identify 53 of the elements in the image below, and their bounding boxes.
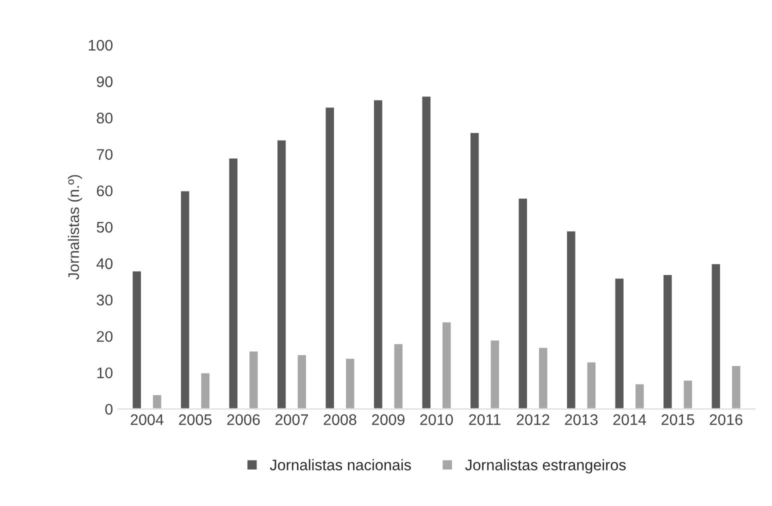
bar xyxy=(662,274,674,409)
bar xyxy=(566,230,577,409)
x-tick-label: 2005 xyxy=(178,414,212,426)
bar xyxy=(634,382,646,409)
y-tick-label: 0 xyxy=(105,404,113,415)
bar xyxy=(469,132,480,409)
bar xyxy=(489,339,500,409)
x-tick-label: 2013 xyxy=(565,414,598,426)
bar xyxy=(296,354,308,409)
bar xyxy=(730,364,742,409)
legend-label: Jornalistas nacionais xyxy=(270,459,411,470)
bar xyxy=(420,95,432,409)
x-tick-label: 2011 xyxy=(469,414,500,426)
bar xyxy=(200,372,211,409)
x-tick-label: 2004 xyxy=(130,414,164,426)
bar xyxy=(441,320,452,409)
bar xyxy=(228,157,239,409)
y-tick-label: 40 xyxy=(96,258,113,270)
x-tick-label: 2008 xyxy=(324,414,356,426)
y-tick-label: 60 xyxy=(96,185,113,196)
bar xyxy=(372,98,384,409)
y-tick-label: 30 xyxy=(96,294,113,306)
bar xyxy=(248,350,260,409)
y-tick-label: 50 xyxy=(96,222,113,233)
bar xyxy=(344,357,356,409)
bar xyxy=(586,360,597,409)
x-tick-label: 2009 xyxy=(372,414,405,426)
x-tick-label: 2010 xyxy=(420,414,453,426)
x-tick-label: 2012 xyxy=(516,414,550,426)
bar xyxy=(538,346,549,409)
x-tick-label: 2007 xyxy=(276,414,308,426)
bar xyxy=(392,342,404,409)
bar xyxy=(682,379,694,409)
y-tick-label: 90 xyxy=(96,76,113,88)
x-tick-label: 2006 xyxy=(227,414,260,426)
y-tick-label: 10 xyxy=(97,367,113,378)
bar xyxy=(152,394,163,409)
bar xyxy=(324,106,336,409)
legend-label: Jornalistas estrangeiros xyxy=(465,459,626,474)
bar xyxy=(131,270,142,409)
y-tick-label: 100 xyxy=(88,40,113,51)
x-tick-label: 2015 xyxy=(662,414,694,426)
y-tick-label: 80 xyxy=(96,112,113,124)
bar xyxy=(276,138,288,409)
x-tick-label: 2014 xyxy=(613,414,646,426)
y-tick-label: 20 xyxy=(96,331,113,342)
bar xyxy=(710,262,722,409)
bar xyxy=(614,277,625,409)
x-tick-label: 2016 xyxy=(710,414,742,426)
bar xyxy=(517,197,528,409)
bar xyxy=(180,190,191,409)
y-axis-title: Jornalistas (n.º) xyxy=(68,175,82,280)
y-tick-label: 70 xyxy=(96,149,113,160)
